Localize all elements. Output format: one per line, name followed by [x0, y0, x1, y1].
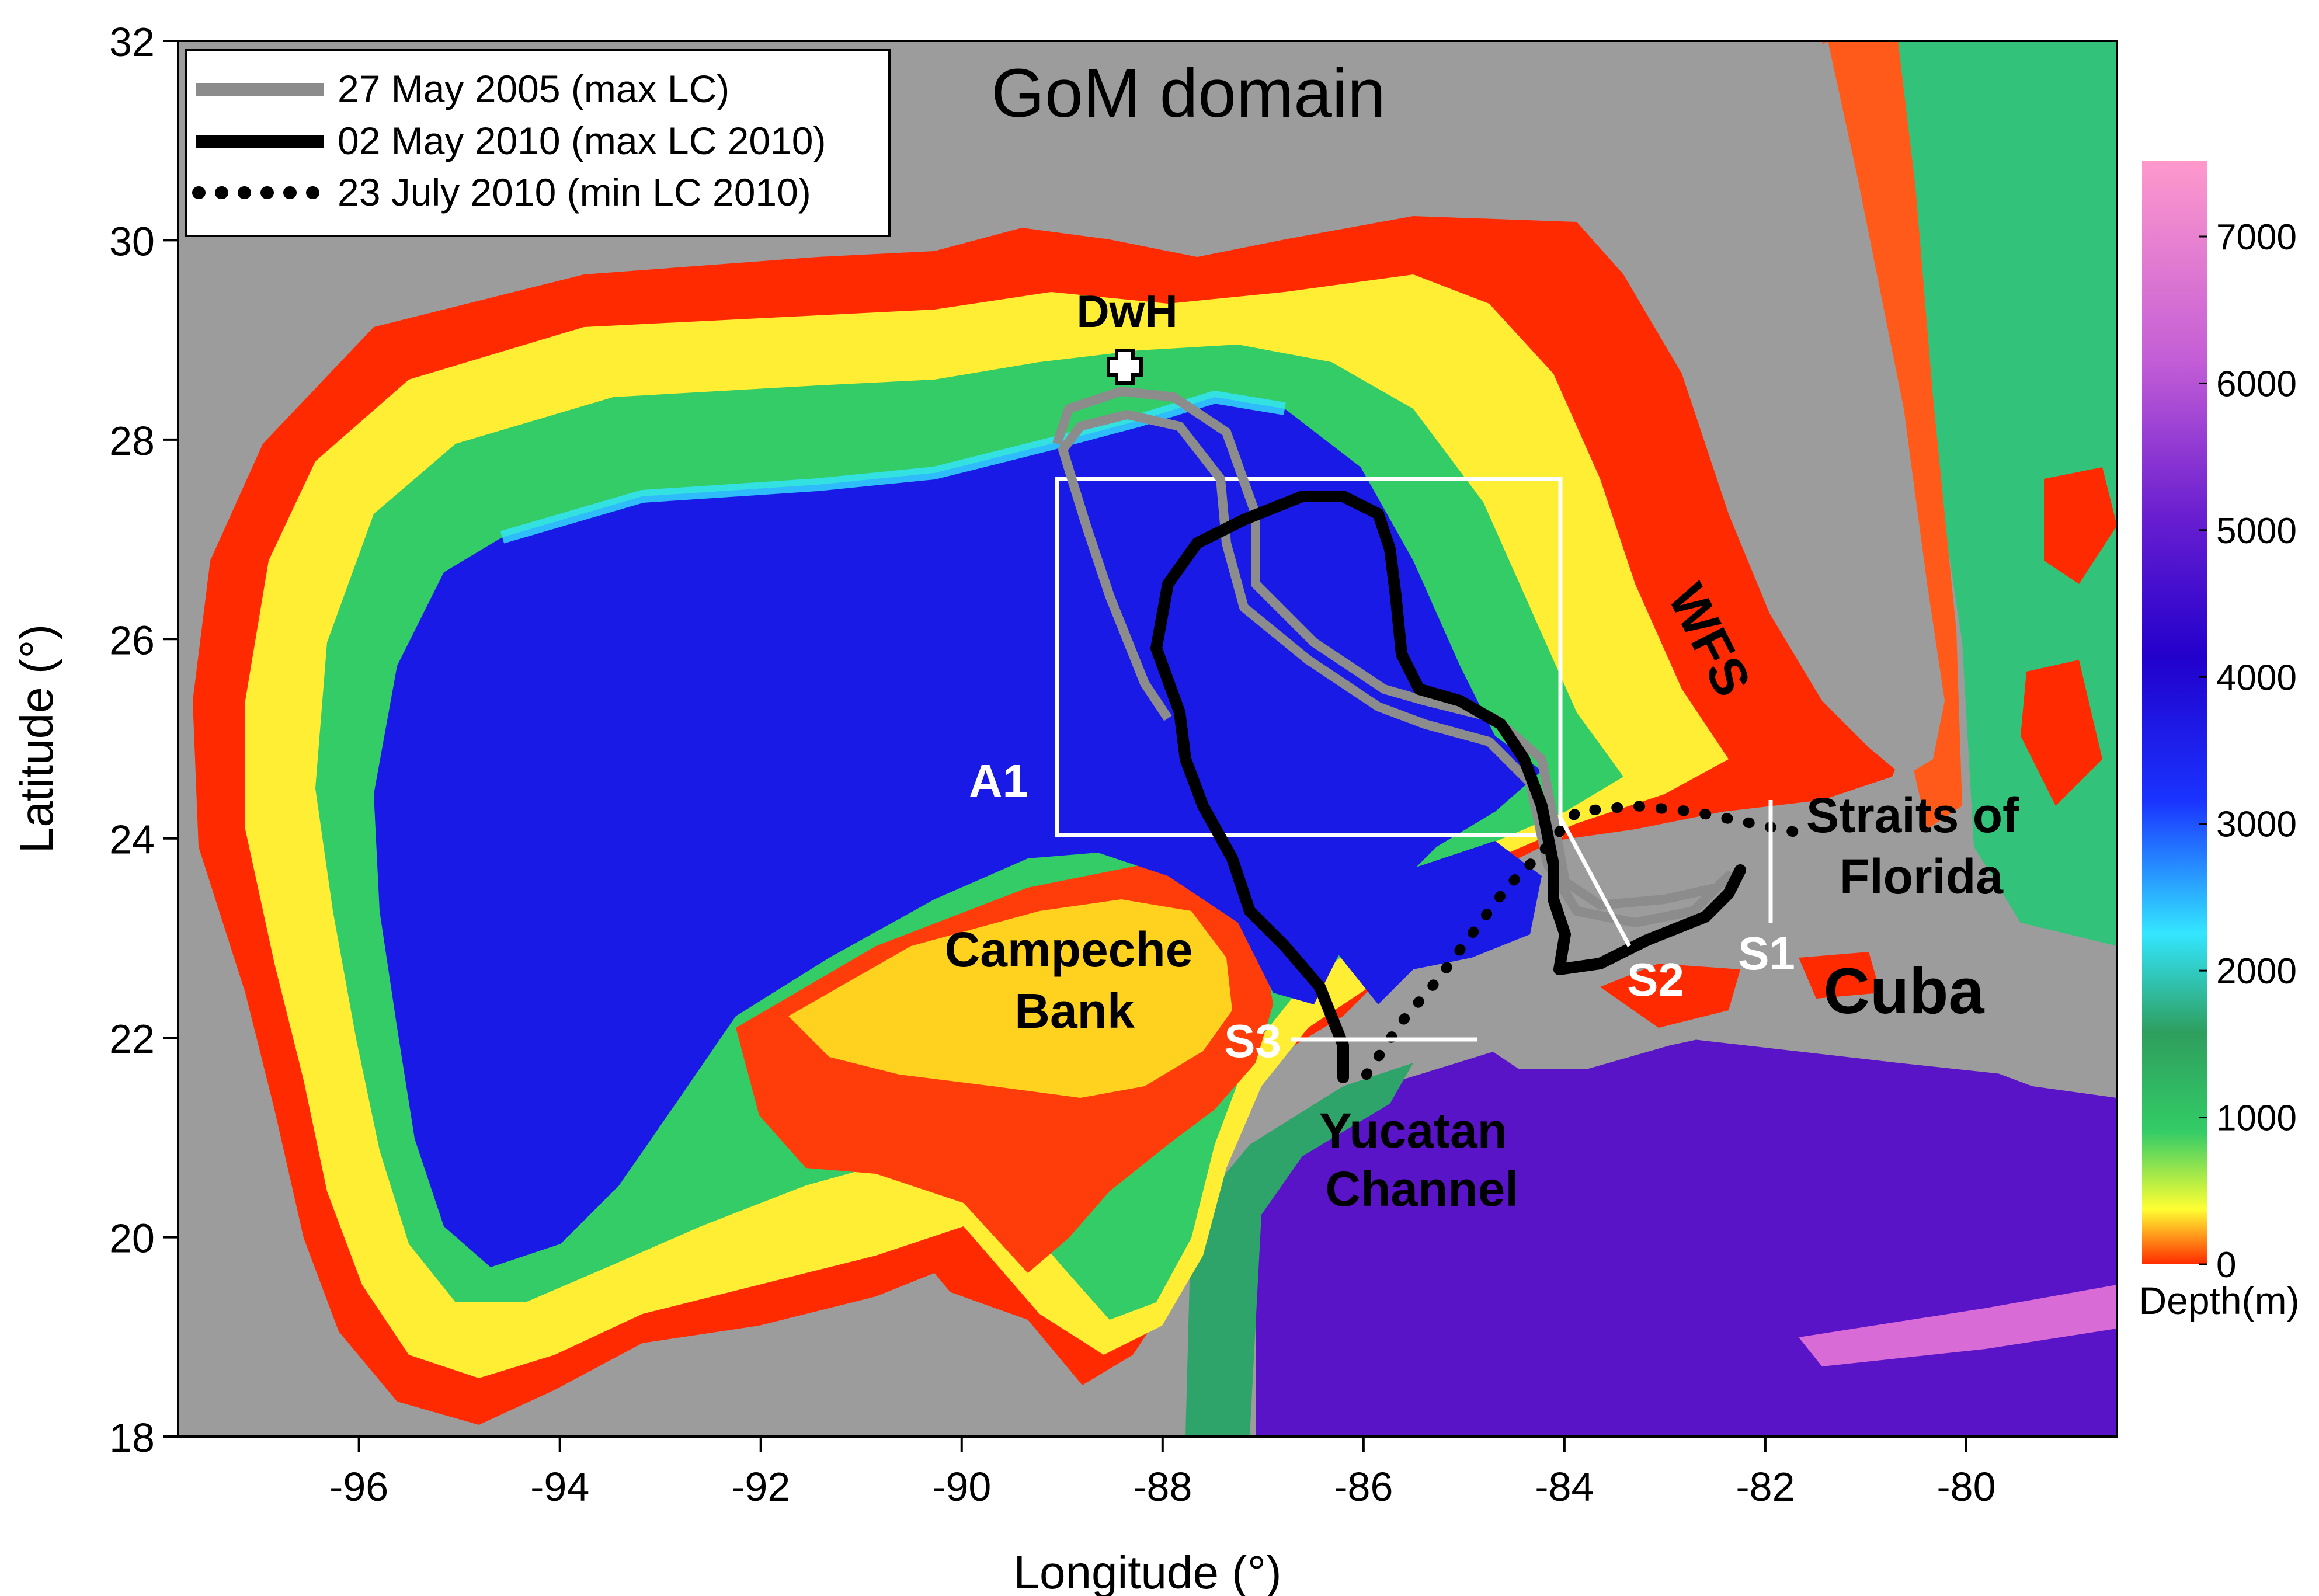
- label-straits-2: Florida: [1840, 849, 2004, 904]
- basin-rim: [500, 390, 1286, 544]
- x-tick-label: -82: [1736, 1464, 1795, 1510]
- label-yucatan-2: Channel: [1325, 1162, 1518, 1216]
- colorbar-tick-label: 6000: [2216, 364, 2297, 404]
- colorbar-gradient: [2142, 161, 2207, 1264]
- plot-frame: [177, 40, 2118, 1438]
- x-tick-label: -96: [329, 1464, 388, 1510]
- x-tick-label: -84: [1535, 1464, 1594, 1510]
- caribbean-shelf: [1185, 1063, 1413, 1437]
- x-tick-label: -90: [932, 1464, 991, 1510]
- x-tick-label: -86: [1334, 1464, 1393, 1510]
- x-tick-label: -94: [530, 1464, 589, 1510]
- y-tick-label: 24: [109, 817, 155, 863]
- colorbar-ticks: 7000 6000 5000 4000 3000 2000 1000 0: [2199, 217, 2297, 1285]
- cuba-island: [1472, 911, 2117, 1098]
- label-straits-1: Straits of: [1806, 788, 2019, 843]
- lc-contour-2010-min: [1361, 800, 1816, 1080]
- label-yucatan-1: Yucatan: [1319, 1103, 1507, 1158]
- label-cuba: Cuba: [1824, 955, 1985, 1027]
- lc-contour-2005: [1052, 387, 1733, 927]
- x-tick-label: -88: [1133, 1464, 1192, 1510]
- colorbar-tick-label: 5000: [2216, 511, 2297, 551]
- map-labels: GoM domain DwH WFS Straits of Florida Cu…: [945, 55, 2019, 1216]
- y-tick-label: 18: [109, 1415, 155, 1461]
- y-tick-label: 20: [109, 1216, 155, 1261]
- colorbar-tick-label: 4000: [2216, 658, 2297, 698]
- y-tick-label: 26: [109, 617, 155, 663]
- colorbar-label: Depth(m): [2139, 1279, 2299, 1322]
- map-plot-area: [178, 41, 2117, 1437]
- map-title: GoM domain: [991, 55, 1386, 132]
- florida-peninsula: [1577, 41, 1945, 777]
- cuba-shelf: [1600, 952, 1880, 1028]
- depth-colorbar: 7000 6000 5000 4000 3000 2000 1000 0 Depth(m): [2139, 161, 2300, 1322]
- colorbar-tick-label: 0: [2216, 1245, 2236, 1285]
- campeche-bank-mid: [788, 899, 1232, 1098]
- yucatan-peninsula: [730, 1291, 1145, 1437]
- label-s1: S1: [1738, 927, 1795, 979]
- x-axis: -96 -94 -92 -90 -88 -86 -84 -82 -80: [329, 1437, 1996, 1510]
- y-axis-label: Latitude (°): [11, 624, 62, 853]
- caribbean-pink-trench: [1799, 1285, 2117, 1366]
- y-tick-label: 22: [109, 1016, 155, 1062]
- legend: 27 May 2005 (max LC) 02 May 2010 (max LC…: [185, 49, 891, 237]
- eastern-basin-extension: [1331, 841, 1542, 1004]
- bahamas-banks: [2021, 467, 2117, 806]
- map-overlays: [1052, 349, 1816, 1083]
- y-tick-label: 30: [109, 218, 155, 264]
- label-s2: S2: [1627, 954, 1684, 1006]
- legend-label-2010-min: 23 July 2010 (min LC 2010): [338, 171, 811, 214]
- colorbar-tick-label: 7000: [2216, 217, 2297, 258]
- colorbar-tick-label: 1000: [2216, 1098, 2297, 1139]
- x-axis-label: Longitude (°): [1014, 1546, 1282, 1596]
- y-axis: 18 20 22 24 26 28 30 32: [109, 19, 178, 1461]
- label-campeche-2: Bank: [1014, 983, 1135, 1038]
- legend-label-2010-max: 02 May 2010 (max LC 2010): [338, 119, 826, 162]
- dwh-marker-icon: [1107, 349, 1143, 385]
- x-tick-label: -92: [731, 1464, 790, 1510]
- y-tick-label: 28: [109, 418, 155, 464]
- label-campeche-1: Campeche: [945, 922, 1193, 977]
- legend-label-2005: 27 May 2005 (max LC): [338, 67, 729, 110]
- x-tick-label: -80: [1936, 1464, 1995, 1510]
- label-s3: S3: [1224, 1015, 1281, 1067]
- colorbar-tick-label: 3000: [2216, 805, 2297, 845]
- section-s2-line: [1558, 816, 1632, 947]
- y-tick-label: 32: [109, 19, 155, 65]
- lc-contour-2010-max: [1150, 491, 1746, 1083]
- colorbar-tick-label: 2000: [2216, 951, 2297, 992]
- region-a1-box: [1055, 477, 1563, 837]
- label-a1: A1: [969, 755, 1028, 807]
- label-dwh: DwH: [1076, 286, 1177, 337]
